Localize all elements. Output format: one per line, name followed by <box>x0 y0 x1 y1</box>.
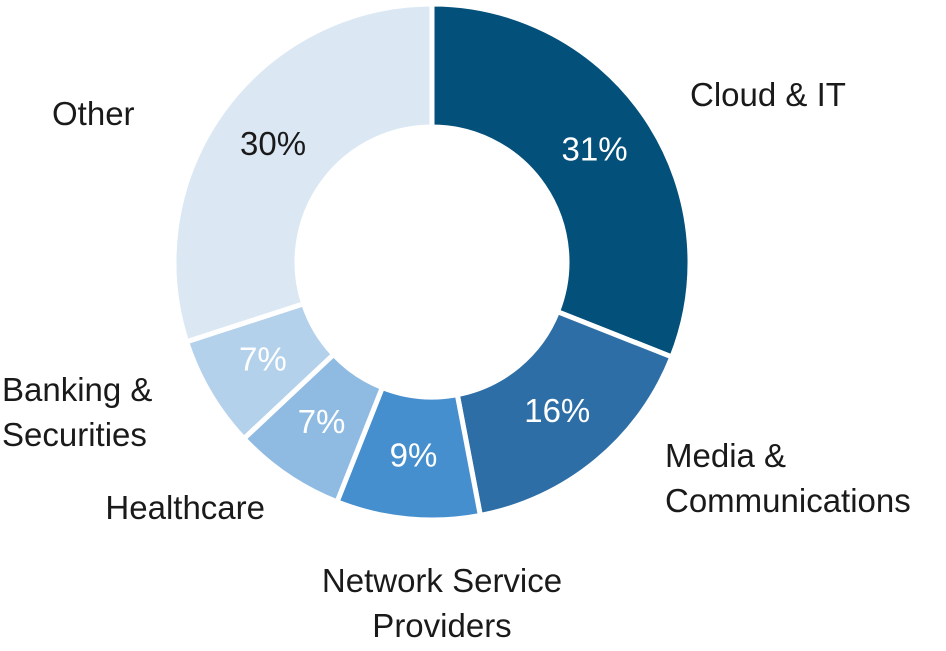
value-label: 7% <box>239 341 287 378</box>
value-label: 31% <box>561 130 627 167</box>
category-label: Healthcare <box>105 489 265 526</box>
donut-segment <box>454 308 676 519</box>
donut-segment <box>429 1 693 361</box>
category-label: Other <box>52 95 135 132</box>
value-label: 16% <box>524 392 590 429</box>
category-label: Network Service Providers <box>321 562 563 644</box>
category-label: Media & Communications <box>665 437 911 519</box>
value-label: 9% <box>390 436 438 473</box>
category-label: Cloud & IT <box>690 76 846 113</box>
value-label: 30% <box>240 125 306 162</box>
value-label: 7% <box>298 403 346 440</box>
category-label: Banking & Securities <box>2 371 153 453</box>
donut-segment <box>171 1 435 345</box>
